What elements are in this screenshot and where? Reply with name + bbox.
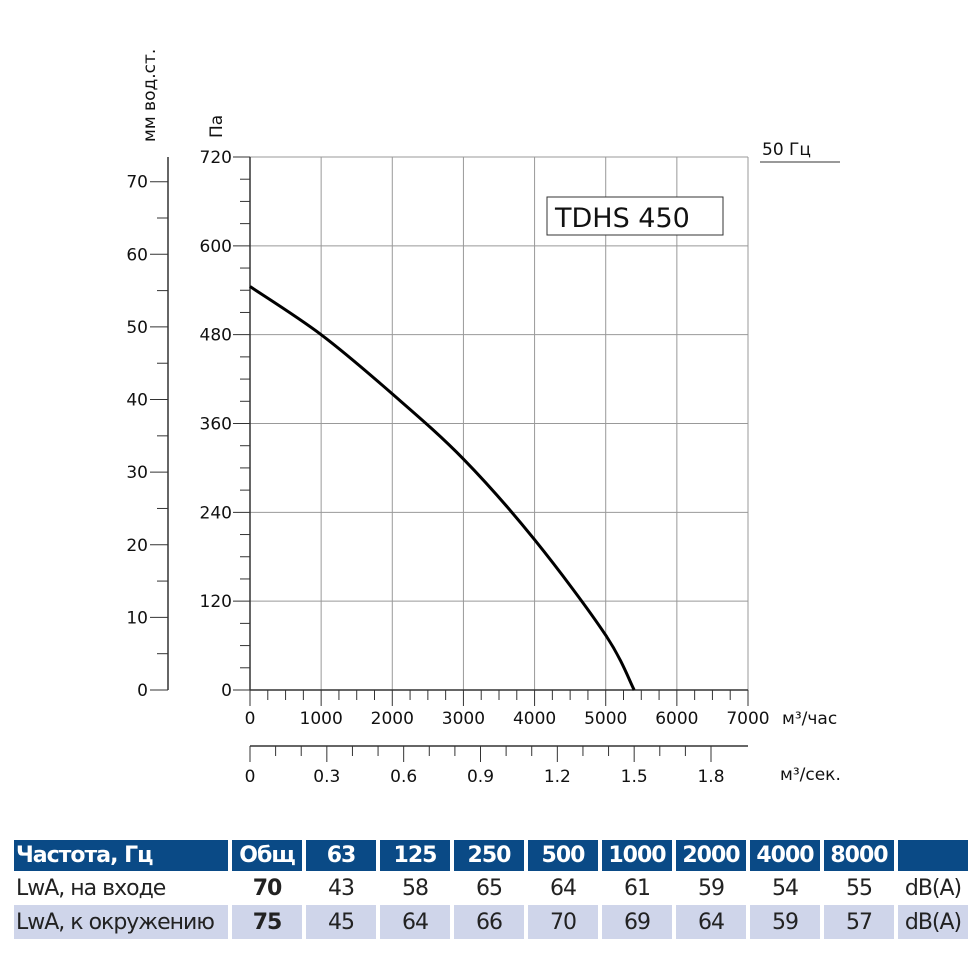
table-cell: 75 [232,905,302,939]
table-cell: 54 [772,875,799,901]
x2-tick-label: 0.6 [390,767,417,787]
table-cell: 70 [252,875,283,901]
header-cell: 8000 [824,840,894,871]
y-tick-label: 600 [200,237,232,257]
x2-axis-label: м³/сек. [780,765,841,785]
y-axis-label: Па [207,115,227,138]
header-cell: 1000 [602,840,672,871]
unit-cell: dB(A) [898,905,968,939]
table-cell: 59 [698,875,725,901]
x2-tick-label: 1.8 [697,767,724,787]
legend-label: 50 Гц [762,140,811,160]
y-tick-label: 120 [200,592,232,612]
x-tick-label: 4000 [513,709,556,729]
x2-tick-label: 1.5 [621,767,648,787]
y2-tick-label: 40 [126,391,148,411]
y-tick-label: 480 [200,326,232,346]
title-box [546,196,724,236]
y2-tick-label: 20 [126,536,148,556]
x-tick-label: 0 [245,709,256,729]
y2-tick-label: 10 [126,608,148,628]
header-cell: Частота, Гц [14,840,228,871]
x-tick-label: 2000 [371,709,414,729]
y2-tick-label: 0 [137,681,148,701]
table-cell: 70 [528,905,598,939]
fan-curve-line [249,285,636,691]
x-tick-label: 5000 [584,709,627,729]
x-tick-label: 6000 [655,709,698,729]
x2-tick-label: 0.9 [467,767,494,787]
row-label: LwA, на входе [16,875,166,901]
header-cell: 250 [454,840,524,871]
unit-cell: dB(A) [904,875,962,901]
x-axis-label: м³/час [782,709,837,729]
y2-axis-label: мм вод.ст. [140,49,160,142]
header-cell [898,840,968,871]
table-cell: 58 [402,875,429,901]
y-tick-label: 720 [200,148,232,168]
table-header-row: Частота, Гц Общ 63 125 250 500 1000 2000… [14,840,968,871]
x2-tick-label: 0 [245,767,256,787]
table-cell: 61 [624,875,651,901]
y2-tick-label: 30 [126,463,148,483]
x2-tick-label: 0.3 [313,767,340,787]
y2-tick-label: 60 [126,245,148,265]
table-cell: 64 [380,905,450,939]
table-cell: 55 [846,875,873,901]
row-label: LwA, к окружению [14,905,228,939]
header-cell: 2000 [676,840,746,871]
table-cell: 45 [306,905,376,939]
chart-title: TDHS 450 [554,203,690,234]
header-cell: 125 [380,840,450,871]
x-tick-label: 3000 [442,709,485,729]
header-cell: Общ [232,840,302,871]
x2-tick-label: 1.2 [544,767,571,787]
table-cell: 64 [676,905,746,939]
header-cell: 63 [306,840,376,871]
table-row: LwA, к окружению 75 45 64 66 70 69 64 59… [14,905,968,939]
x-tick-label: 1000 [300,709,343,729]
table-cell: 69 [602,905,672,939]
table-cell: 43 [328,875,355,901]
y-tick-label: 240 [200,503,232,523]
table-cell: 57 [824,905,894,939]
y2-tick-label: 70 [126,173,148,193]
sound-power-table: Частота, Гц Общ 63 125 250 500 1000 2000… [10,840,972,939]
header-cell: 500 [528,840,598,871]
table-cell: 64 [550,875,577,901]
table-cell: 65 [476,875,503,901]
fan-curve-chart: 0 120 240 360 480 600 720 Па 0 10 20 30 40 50 60 70 мм в… [126,49,841,787]
table-cell: 66 [454,905,524,939]
y-tick-label: 360 [200,415,232,435]
y-tick-label: 0 [221,681,232,701]
x-tick-label: 7000 [726,709,769,729]
table-cell: 59 [750,905,820,939]
y2-tick-label: 50 [126,318,148,338]
header-cell: 4000 [750,840,820,871]
table-row: LwA, на входе 70 43 58 65 64 61 59 54 55… [14,871,968,905]
